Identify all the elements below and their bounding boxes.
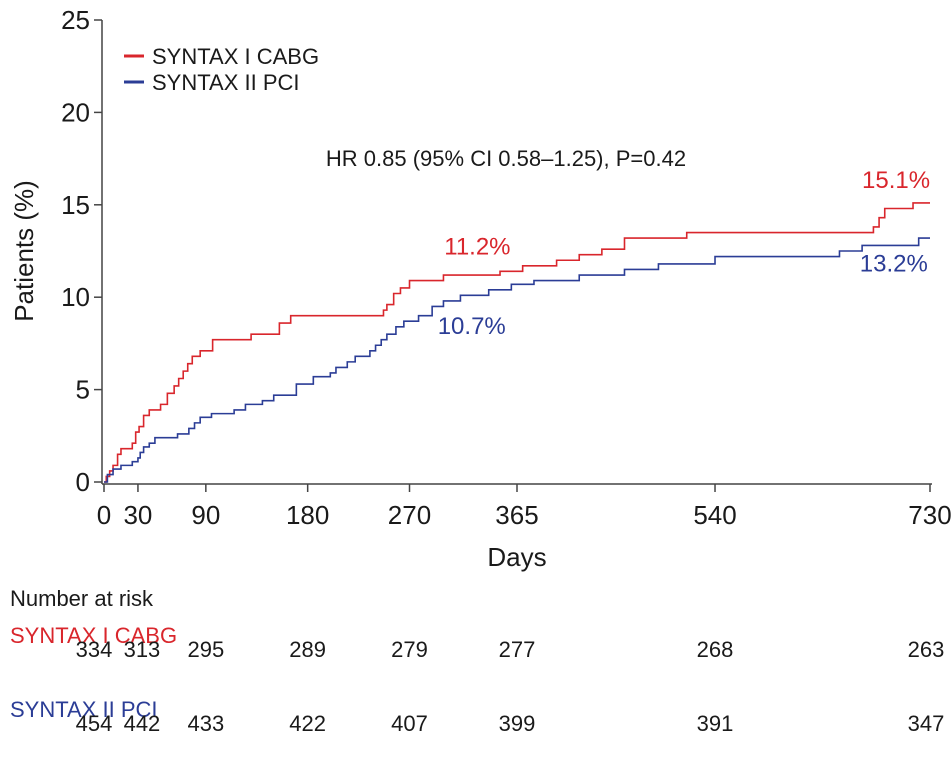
x-tick-label: 270 <box>388 500 431 530</box>
risk-value: 422 <box>289 711 327 736</box>
risk-value: 399 <box>498 711 536 736</box>
risk-value: 289 <box>289 637 327 662</box>
x-tick-label: 540 <box>693 500 736 530</box>
series-line-0 <box>104 202 930 483</box>
y-tick-label: 5 <box>76 375 90 405</box>
risk-value: 313 <box>123 637 161 662</box>
y-tick-label: 20 <box>61 97 90 127</box>
x-tick-label: 30 <box>123 500 152 530</box>
risk-value: 407 <box>391 711 428 736</box>
risk-table-title: Number at risk <box>10 586 154 611</box>
risk-value: 279 <box>391 637 428 662</box>
series-line-1 <box>104 237 930 483</box>
risk-value: 295 <box>187 637 225 662</box>
risk-group-label-cabg: SYNTAX I CABG <box>10 623 178 648</box>
km-plot: 0 5 10 15 20 25 0 30 90 180 270 365 540 730 Days Patien… <box>9 5 952 572</box>
data-label-3: 13.2% <box>860 250 928 277</box>
risk-value: 442 <box>123 711 161 736</box>
x-tick-label: 0 <box>97 500 111 530</box>
risk-value: 268 <box>696 637 734 662</box>
risk-value: 277 <box>498 637 536 662</box>
risk-value: 454 <box>75 711 113 736</box>
data-label-1: 15.1% <box>862 167 930 194</box>
x-axis-title: Days <box>487 542 546 572</box>
risk-group-label-pci: SYNTAX II PCI <box>10 697 158 722</box>
legend-label-0: SYNTAX I CABG <box>152 44 319 69</box>
x-tick-label: 365 <box>495 500 538 530</box>
risk-value: 433 <box>187 711 225 736</box>
data-label-2: 10.7% <box>438 313 506 340</box>
y-tick-label: 10 <box>61 282 90 312</box>
y-axis-title: Patients (%) <box>9 180 39 322</box>
risk-value: 347 <box>907 711 945 736</box>
risk-value: 263 <box>907 637 945 662</box>
risk-value: 391 <box>696 711 734 736</box>
y-tick-label: 15 <box>61 190 90 220</box>
legend-label-1: SYNTAX II PCI <box>152 70 300 95</box>
x-tick-label: 180 <box>286 500 329 530</box>
data-label-0: 11.2% <box>444 234 510 261</box>
x-tick-label: 730 <box>908 500 951 530</box>
hr-annotation: HR 0.85 (95% CI 0.58–1.25), P=0.42 <box>326 146 686 171</box>
y-tick-label: 25 <box>61 5 90 35</box>
x-tick-label: 90 <box>191 500 220 530</box>
y-tick-label: 0 <box>76 467 90 497</box>
risk-value: 334 <box>75 637 113 662</box>
